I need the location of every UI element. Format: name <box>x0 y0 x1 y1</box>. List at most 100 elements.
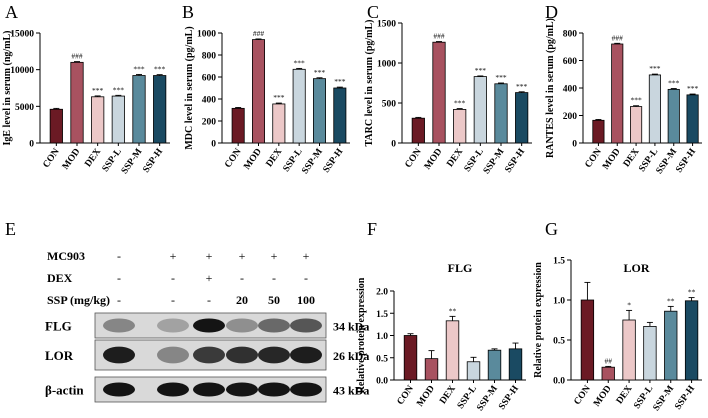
blot-band <box>290 318 322 333</box>
y-tick-label: 600 <box>202 74 217 84</box>
x-tick-label: SSP-M <box>482 147 507 176</box>
significance-label: *** <box>630 96 642 105</box>
x-tick-label: SSP-M <box>475 384 500 413</box>
y-tick-label: 0 <box>211 140 216 150</box>
bar-con <box>403 335 418 381</box>
x-tick-label: SSP-H <box>674 146 698 174</box>
bar-ssp-m <box>667 88 680 144</box>
blot-band <box>226 382 258 397</box>
y-tick-label: 600 <box>563 57 578 67</box>
significance-label: *** <box>495 73 507 82</box>
bar-ssp-m <box>312 78 326 144</box>
x-tick-label: MOD <box>415 384 437 409</box>
x-tick-label: MOD <box>423 147 445 172</box>
y-tick-label: 400 <box>202 96 217 106</box>
x-tick-label: SSP-M <box>652 384 677 413</box>
treatment-mark: + <box>206 271 213 285</box>
significance-label: ## <box>605 356 613 365</box>
x-tick-label: DEX <box>615 384 635 406</box>
blot-band <box>226 318 258 333</box>
y-tick-label: 0.0 <box>553 377 565 387</box>
y-tick-label: 5000 <box>15 103 34 113</box>
significance-label: ### <box>433 32 445 41</box>
y-axis-label: RANTES level in serum (pg/mL) <box>545 18 556 158</box>
treatment-mark: - <box>207 293 211 307</box>
y-tick-label: 1.5 <box>376 310 388 320</box>
panel-letter: B <box>182 2 194 22</box>
bar-mod <box>70 61 84 144</box>
x-tick-label: SSP-H <box>503 146 527 174</box>
band-size: 34 kDa <box>333 320 369 334</box>
significance-label: *** <box>294 58 306 67</box>
chart-title: LOR <box>623 261 649 275</box>
significance-label: ** <box>667 296 675 305</box>
bar-dex <box>453 109 467 144</box>
bar-ssp-h <box>153 75 167 144</box>
blot-band <box>193 382 225 397</box>
treatment-label: MC903 <box>47 249 85 263</box>
y-tick-label: 0 <box>29 140 34 150</box>
blot-band <box>103 346 135 364</box>
bar-ssp-l <box>473 76 487 144</box>
y-axis-label: TARC level in serum (pg/mL) <box>364 19 375 146</box>
bar-mod <box>432 41 446 144</box>
y-tick-label: 0 <box>572 140 577 150</box>
bar-dex <box>630 106 643 144</box>
bar-mod <box>251 39 265 144</box>
significance-label: *** <box>133 64 145 73</box>
significance-label: ** <box>688 288 696 297</box>
bar-ssp-h <box>333 87 347 144</box>
significance-label: ** <box>449 306 457 315</box>
treatment-mark: - <box>171 271 175 285</box>
band-label: FLG <box>45 319 72 334</box>
y-tick-label: 200 <box>202 118 217 128</box>
significance-label: *** <box>475 66 487 75</box>
bar-dex <box>445 320 460 381</box>
bar-dex <box>272 103 286 144</box>
blot-band <box>193 318 225 333</box>
bar-dex <box>91 96 105 144</box>
bar-ssp-h <box>508 348 523 381</box>
panel-g: G LOR 0.0 0.5 1.0 1.5 Relative protein express… <box>533 219 702 413</box>
bar-ssp-m <box>487 349 502 381</box>
x-tick-label: SSP-H <box>497 383 521 411</box>
y-tick-label: 1.5 <box>553 257 565 267</box>
treatment-mark: + <box>206 249 213 263</box>
treatment-mark: - <box>117 271 121 285</box>
bar-con <box>592 119 605 144</box>
panel-d: D 0 200 400 600 800 RANTES level in serum (pg/… <box>545 2 702 176</box>
y-tick-label: 500 <box>382 100 397 110</box>
blot-band <box>290 382 322 397</box>
x-tick-label: SSP-H <box>322 146 346 174</box>
band-size: 43 kDa <box>333 384 369 398</box>
bar-con <box>411 117 425 144</box>
significance-label: *** <box>668 79 680 88</box>
x-tick-label: MOD <box>601 147 623 172</box>
x-tick-label: DEX <box>265 147 285 169</box>
y-axis-label: Relative protein expression <box>356 277 367 393</box>
treatment-mark: - <box>240 271 244 285</box>
blot-band <box>258 346 290 364</box>
blot-band <box>103 318 135 333</box>
bar-ssp-l <box>643 325 657 381</box>
chart-title: FLG <box>448 261 473 275</box>
x-tick-label: SSP-H <box>673 383 697 411</box>
significance-label: *** <box>314 68 326 77</box>
x-tick-label: MOD <box>592 384 614 409</box>
significance-label: ### <box>71 52 83 61</box>
bar-mod <box>424 358 439 381</box>
treatment-mark: 20 <box>236 293 248 307</box>
band-label: LOR <box>45 348 74 363</box>
significance-label: ### <box>253 29 265 38</box>
treatment-mark: - <box>171 293 175 307</box>
bar-ssp-l <box>111 95 125 144</box>
bar-ssp-m <box>494 83 508 144</box>
blot-band <box>258 318 290 333</box>
significance-label: *** <box>516 82 528 91</box>
panel-letter: C <box>367 2 379 22</box>
treatment-mark: + <box>303 249 310 263</box>
